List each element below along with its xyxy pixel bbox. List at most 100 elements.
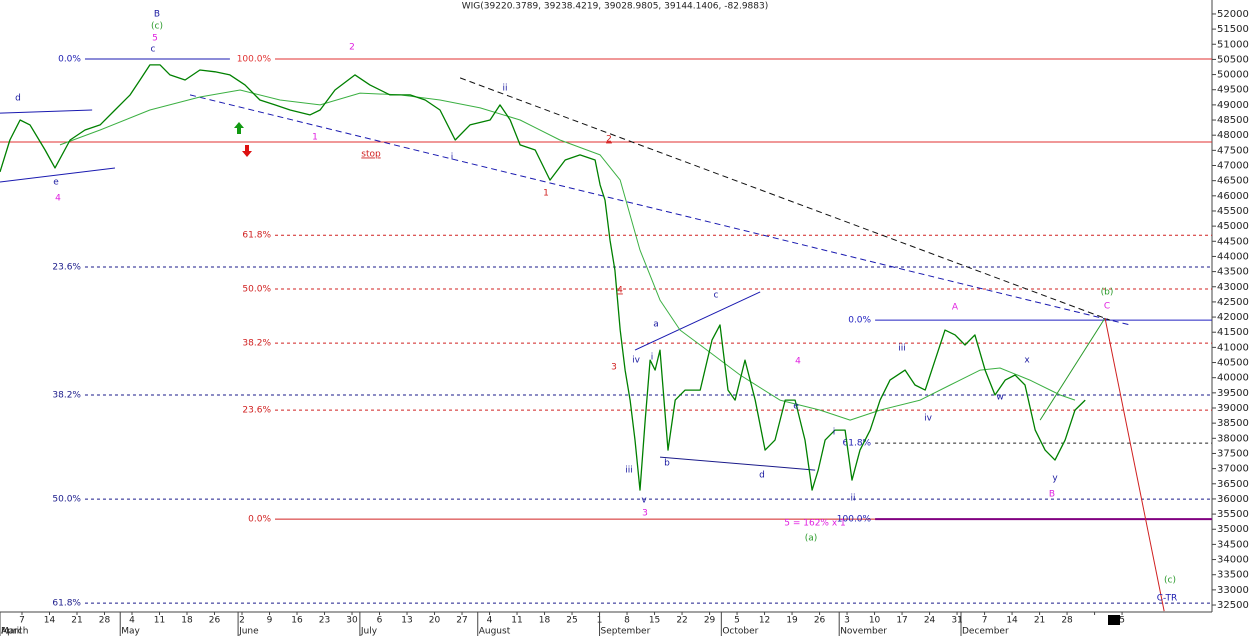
wave-label: i [451,153,454,163]
wave-label: b [664,459,670,469]
y-tick-label: 33000 [1217,585,1249,596]
x-tick-label: 23 [319,616,330,626]
level-label: 38.2% [242,339,271,349]
x-tick-label: 8 [624,616,630,626]
y-tick-label: 39000 [1217,403,1249,414]
trend-line [634,291,761,351]
wave-label: 3 [642,509,648,519]
wave-label: C [1104,302,1110,312]
x-tick-label: 28 [99,616,111,626]
x-tick-label: 5 [1119,616,1125,626]
y-tick-label: 51500 [1217,24,1249,35]
wave-label: 3 [611,363,617,373]
y-tick-label: 39500 [1217,388,1249,399]
y-tick-label: 49500 [1217,85,1249,96]
y-tick-label: 35000 [1217,524,1249,535]
wave-label: 2 [606,135,612,145]
y-tick-label: 46500 [1217,176,1249,187]
y-tick-label: 41500 [1217,327,1249,338]
y-tick-label: 50500 [1217,54,1249,65]
y-tick-label: 41000 [1217,342,1249,353]
y-tick-label: 33500 [1217,570,1249,581]
x-tick-label: 5 [734,616,740,626]
y-tick-label: 37500 [1217,448,1249,459]
y-tick-label: 42500 [1217,297,1249,308]
x-tick-label: 25 [566,616,577,626]
y-tick-label: 52000 [1217,9,1249,20]
y-tick-label: 48000 [1217,130,1249,141]
y-tick-label: 44000 [1217,251,1249,262]
x-tick-label: 13 [401,616,412,626]
y-tick-label: 37000 [1217,464,1249,475]
wave-label: y [1052,474,1058,484]
month-label: October [722,627,758,637]
x-tick-label: 4 [487,616,493,626]
current-period-marker [1108,615,1120,625]
wave-label: stop [361,150,381,160]
up-arrow [234,122,244,134]
wave-label: A [952,303,959,313]
x-tick-label: 17 [896,616,907,626]
y-tick-label: 42000 [1217,312,1249,323]
y-tick-label: 48500 [1217,115,1249,126]
y-tick-label: 34500 [1217,539,1249,550]
x-tick-label: 21 [1034,616,1045,626]
x-tick-label: 9 [267,616,273,626]
level-label: 38.2% [52,390,81,400]
wave-label: ii [502,84,507,94]
y-tick-label: 47000 [1217,161,1249,172]
y-tick-label: 38000 [1217,433,1249,444]
level-label: 0.0% [248,515,271,525]
y-tick-label: 43500 [1217,267,1249,278]
chart-title: WIG(39220.3789, 39238.4219, 39028.9805, … [462,2,768,12]
x-tick-label: 31 [951,616,962,626]
wave-label: v [641,496,647,506]
trend-line [1039,317,1106,421]
down-arrow [242,145,252,157]
x-tick-label: 10 [869,616,881,626]
month-label: April [1,627,22,637]
y-tick-label: 49000 [1217,100,1249,111]
wave-label: i [833,428,836,438]
month-label: March [1,627,28,637]
x-tick-label: 24 [924,616,936,626]
y-tick-label: 45500 [1217,206,1249,217]
wave-label: B [1049,490,1055,500]
wave-label: iv [632,356,641,366]
wave-label: (a) [805,534,818,544]
x-tick-label: 20 [429,616,441,626]
x-tick-label: 7 [982,616,988,626]
y-tick-label: 50000 [1217,70,1249,81]
wave-label: ii [850,494,855,504]
y-tick-label: 36500 [1217,479,1249,490]
wave-label: x [1024,356,1030,366]
month-label: June [238,627,259,637]
x-tick-label: 11 [511,616,522,626]
wave-label: a [653,320,659,330]
month-label: December [962,627,1009,637]
level-label: 50.0% [242,285,271,295]
y-tick-label: 34000 [1217,555,1249,566]
x-tick-label: 2 [239,616,245,626]
x-tick-label: 27 [456,616,467,626]
y-tick-label: 46000 [1217,191,1249,202]
y-tick-label: 47500 [1217,145,1249,156]
x-tick-label: 4 [129,616,135,626]
y-tick-label: 38500 [1217,418,1249,429]
wave-label: (c) [151,22,163,32]
wave-label: d [15,94,21,104]
trend-line [1104,317,1165,612]
y-tick-label: 51000 [1217,39,1249,50]
price-line [0,64,1086,491]
x-tick-label: 22 [676,616,687,626]
wave-label: d [759,471,765,481]
wave-label: c [151,45,156,55]
level-label: 100.0% [837,515,872,525]
level-label: 23.6% [52,263,81,273]
y-tick-label: 32500 [1217,600,1249,611]
x-tick-label: 3 [844,616,850,626]
wave-label: i [651,353,654,363]
